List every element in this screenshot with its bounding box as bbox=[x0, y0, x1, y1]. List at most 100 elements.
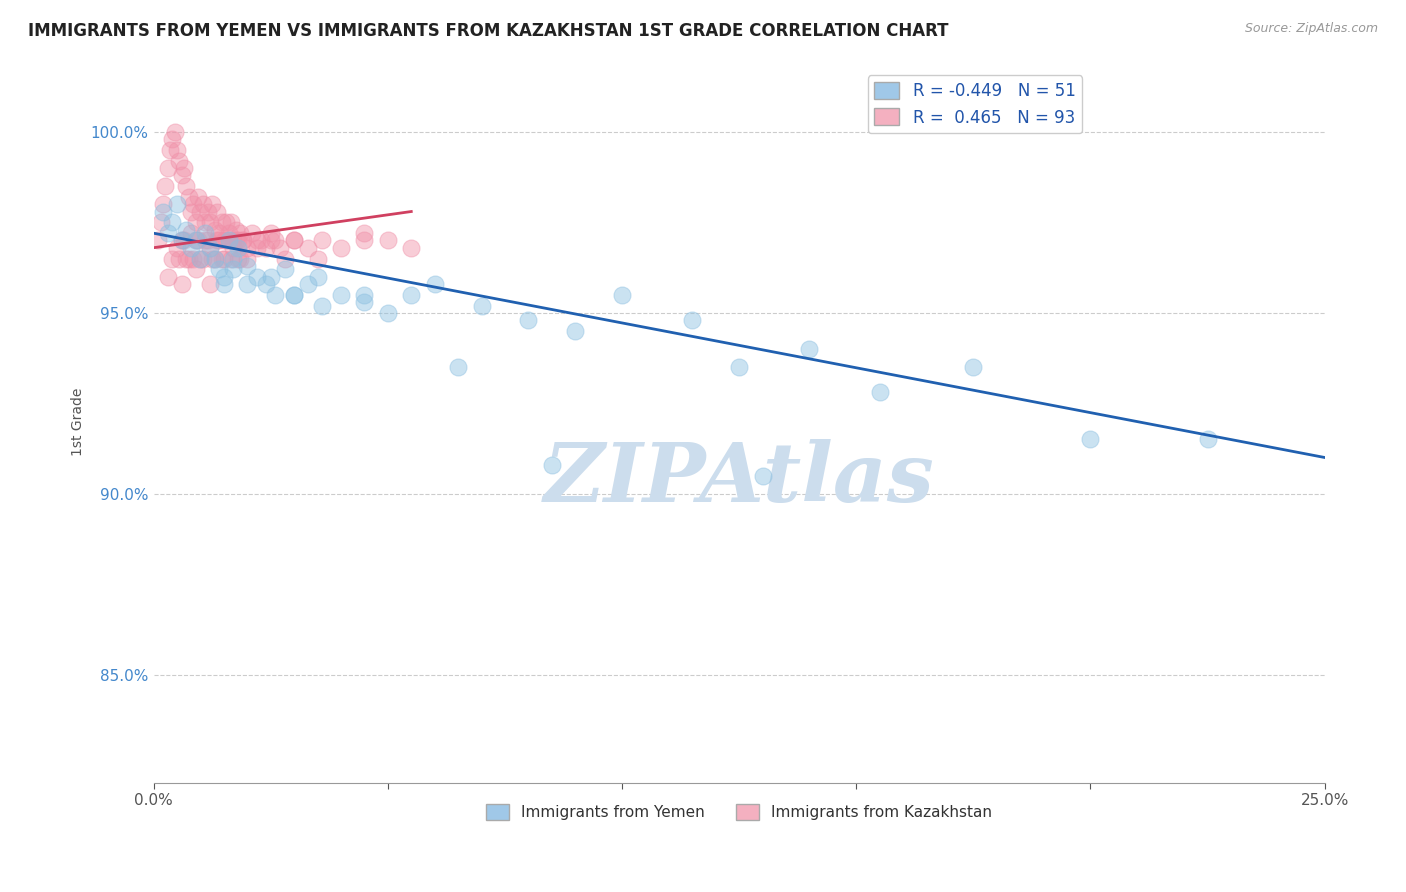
Point bbox=[330, 241, 353, 255]
Point bbox=[176, 222, 198, 236]
Point bbox=[173, 234, 195, 248]
Point bbox=[170, 234, 193, 248]
Point bbox=[204, 222, 226, 236]
Point bbox=[215, 215, 238, 229]
Point bbox=[191, 197, 214, 211]
Point bbox=[194, 226, 217, 240]
Point bbox=[353, 234, 375, 248]
Point bbox=[170, 169, 193, 183]
Point bbox=[162, 132, 184, 146]
Point bbox=[264, 287, 287, 301]
Point bbox=[204, 252, 226, 266]
Point bbox=[166, 197, 188, 211]
Point bbox=[180, 204, 202, 219]
Point bbox=[173, 161, 195, 175]
Point bbox=[211, 215, 233, 229]
Point bbox=[166, 143, 188, 157]
Point bbox=[681, 313, 703, 327]
Point bbox=[377, 234, 399, 248]
Point bbox=[225, 234, 247, 248]
Point bbox=[183, 197, 205, 211]
Point bbox=[447, 360, 470, 375]
Point bbox=[226, 234, 249, 248]
Point bbox=[180, 241, 202, 255]
Point bbox=[219, 215, 242, 229]
Point bbox=[799, 342, 821, 356]
Point bbox=[218, 226, 240, 240]
Point bbox=[208, 262, 231, 277]
Point bbox=[194, 215, 217, 229]
Point bbox=[307, 252, 329, 266]
Point bbox=[198, 215, 221, 229]
Point bbox=[162, 252, 184, 266]
Point bbox=[169, 252, 191, 266]
Point bbox=[218, 234, 240, 248]
Text: ZIPAtlas: ZIPAtlas bbox=[544, 439, 935, 519]
Point bbox=[246, 234, 269, 248]
Point bbox=[401, 241, 423, 255]
Point bbox=[307, 269, 329, 284]
Point bbox=[232, 234, 254, 248]
Point bbox=[283, 287, 305, 301]
Point bbox=[176, 252, 198, 266]
Point bbox=[353, 226, 375, 240]
Point bbox=[177, 190, 200, 204]
Point bbox=[190, 204, 212, 219]
Point bbox=[236, 241, 259, 255]
Point bbox=[236, 252, 259, 266]
Point bbox=[211, 252, 233, 266]
Point bbox=[377, 306, 399, 320]
Text: Source: ZipAtlas.com: Source: ZipAtlas.com bbox=[1244, 22, 1378, 36]
Point bbox=[218, 234, 240, 248]
Point bbox=[517, 313, 540, 327]
Point bbox=[540, 458, 562, 472]
Point bbox=[728, 360, 751, 375]
Point bbox=[254, 277, 277, 291]
Point bbox=[610, 287, 633, 301]
Point bbox=[190, 252, 212, 266]
Point bbox=[222, 234, 245, 248]
Point bbox=[246, 269, 269, 284]
Point bbox=[751, 468, 773, 483]
Point bbox=[229, 252, 252, 266]
Point bbox=[201, 197, 224, 211]
Legend: Immigrants from Yemen, Immigrants from Kazakhstan: Immigrants from Yemen, Immigrants from K… bbox=[481, 797, 998, 826]
Point bbox=[198, 241, 221, 255]
Y-axis label: 1st Grade: 1st Grade bbox=[72, 387, 86, 456]
Point bbox=[169, 153, 191, 168]
Point bbox=[184, 215, 207, 229]
Point bbox=[212, 252, 235, 266]
Point bbox=[225, 222, 247, 236]
Point bbox=[187, 190, 209, 204]
Point bbox=[148, 234, 170, 248]
Point bbox=[152, 204, 174, 219]
Point bbox=[177, 252, 200, 266]
Point bbox=[156, 269, 179, 284]
Point bbox=[184, 234, 207, 248]
Point bbox=[226, 252, 249, 266]
Point bbox=[470, 299, 492, 313]
Point bbox=[236, 259, 259, 273]
Point bbox=[274, 252, 297, 266]
Point bbox=[283, 287, 305, 301]
Point bbox=[236, 277, 259, 291]
Point bbox=[194, 234, 217, 248]
Point bbox=[232, 234, 254, 248]
Point bbox=[260, 269, 283, 284]
Point bbox=[155, 179, 177, 194]
Point bbox=[283, 234, 305, 248]
Point bbox=[197, 234, 219, 248]
Point bbox=[204, 252, 226, 266]
Point bbox=[229, 226, 252, 240]
Point bbox=[149, 215, 172, 229]
Point bbox=[330, 287, 353, 301]
Point bbox=[297, 241, 319, 255]
Point bbox=[208, 226, 231, 240]
Point bbox=[163, 125, 186, 139]
Point bbox=[226, 241, 249, 255]
Point bbox=[264, 234, 287, 248]
Point bbox=[166, 241, 188, 255]
Point bbox=[1080, 433, 1102, 447]
Point bbox=[260, 226, 283, 240]
Point bbox=[250, 234, 273, 248]
